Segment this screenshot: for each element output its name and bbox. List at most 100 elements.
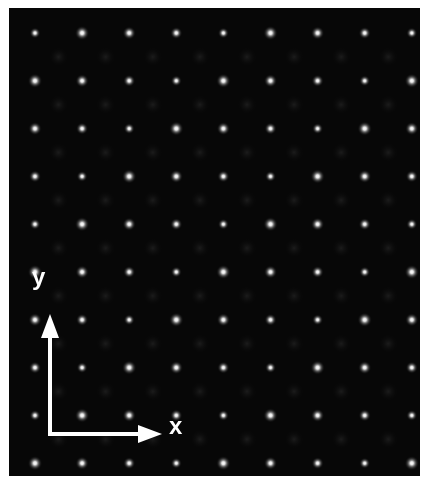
lattice-spot [169, 121, 184, 136]
faint-spot [283, 428, 306, 451]
faint-spot [236, 93, 258, 116]
faint-spot [236, 237, 258, 260]
faint-spot [141, 45, 164, 68]
lattice-spot [122, 26, 136, 40]
faint-spot [330, 189, 353, 212]
lattice-spot [404, 455, 420, 471]
faint-spot [236, 380, 258, 403]
lattice-spot [265, 170, 276, 182]
faint-spot [47, 141, 70, 164]
lattice-spot [74, 216, 90, 232]
lattice-spot [404, 73, 420, 89]
lattice-spot [405, 361, 418, 374]
x-axis-label: x [169, 413, 183, 440]
faint-spot [188, 380, 211, 403]
faint-spot [330, 93, 353, 116]
lattice-spot [405, 313, 419, 327]
faint-spot [94, 237, 117, 260]
lattice-spot [123, 314, 135, 326]
lattice-spot [405, 170, 418, 183]
faint-spot [377, 93, 400, 116]
lattice-spot [122, 217, 136, 231]
lattice-image [9, 8, 420, 476]
faint-spot [188, 428, 211, 451]
faint-spot [188, 284, 211, 307]
lattice-spot [263, 74, 278, 88]
faint-spot [141, 284, 164, 307]
lattice-spot [216, 264, 231, 280]
lattice-spot [169, 169, 183, 184]
lattice-spot [170, 75, 182, 87]
lattice-spot [170, 457, 182, 469]
lattice-spot [217, 218, 229, 230]
lattice-spot [310, 217, 325, 231]
faint-spot [283, 45, 306, 68]
faint-spot [47, 284, 70, 307]
lattice-spot [122, 408, 136, 423]
lattice-spot [170, 218, 183, 231]
faint-spot [236, 189, 258, 212]
lattice-spot [404, 264, 420, 280]
lattice-spot [310, 360, 325, 375]
faint-spot [47, 380, 70, 403]
faint-spot [283, 141, 306, 164]
lattice-spot [28, 313, 42, 327]
lattice-spot [358, 409, 371, 422]
lattice-spot [27, 264, 43, 280]
faint-spot [188, 45, 211, 68]
lattice-spot [123, 74, 136, 87]
faint-spot [94, 189, 117, 212]
faint-spot [377, 380, 400, 403]
faint-spot [47, 45, 70, 68]
atomic-columns [27, 25, 420, 471]
lattice-spot [405, 121, 419, 136]
faint-spot [377, 45, 400, 68]
faint-interstitial-spots [47, 45, 400, 451]
faint-spot [141, 141, 164, 164]
faint-spot [188, 141, 211, 164]
faint-spot [377, 189, 400, 212]
faint-spot [283, 380, 306, 403]
lattice-spot [217, 409, 229, 421]
faint-spot [330, 141, 353, 164]
faint-spot [283, 332, 306, 355]
lattice-spot [123, 265, 136, 279]
faint-spot [283, 189, 306, 212]
lattice-spot [359, 75, 371, 87]
faint-spot [377, 332, 400, 355]
faint-spot [141, 189, 164, 212]
lattice-spot [216, 121, 231, 136]
lattice-spot [312, 314, 324, 326]
lattice-spot [27, 455, 43, 471]
faint-spot [94, 332, 117, 355]
lattice-spot [263, 216, 278, 232]
lattice-spot [76, 170, 88, 182]
faint-spot [94, 93, 117, 116]
faint-spot [141, 380, 164, 403]
lattice-spot [310, 169, 325, 184]
lattice-spot [29, 218, 41, 230]
lattice-spot [121, 169, 137, 184]
micrograph-frame [9, 8, 420, 476]
lattice-spot [217, 27, 229, 39]
lattice-spot [359, 266, 371, 278]
lattice-spot [359, 457, 371, 469]
faint-spot [330, 284, 353, 307]
lattice-spot [311, 457, 324, 470]
axes-arrows [41, 314, 162, 443]
lattice-spot [264, 313, 277, 326]
faint-spot [94, 284, 117, 307]
lattice-spot [312, 123, 324, 135]
lattice-spot [217, 170, 230, 183]
lattice-spot [263, 408, 278, 423]
lattice-spot [75, 265, 89, 279]
lattice-spot [263, 265, 278, 279]
lattice-spot [358, 26, 371, 40]
lattice-spot [264, 122, 277, 135]
faint-spot [283, 284, 306, 307]
lattice-spot [217, 361, 230, 374]
lattice-spot [358, 360, 372, 375]
lattice-spot [76, 122, 89, 135]
faint-spot [141, 237, 164, 260]
faint-spot [47, 332, 70, 355]
